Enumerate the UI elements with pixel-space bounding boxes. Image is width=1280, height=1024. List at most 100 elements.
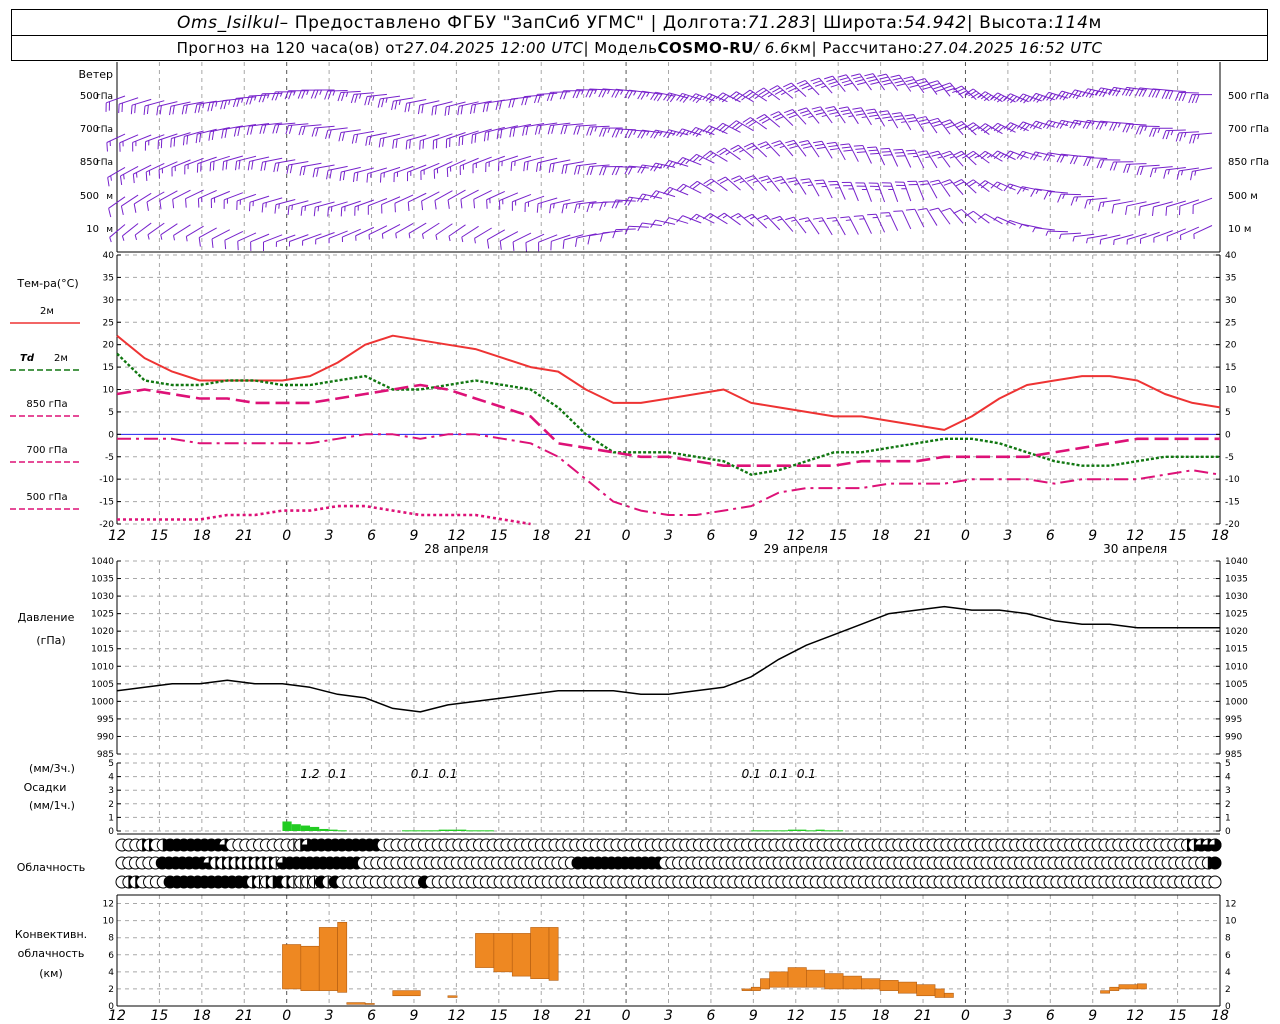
wind-barb (1162, 129, 1186, 140)
precip-ytick-right: 5 (1225, 759, 1231, 769)
wind-barb (853, 215, 872, 234)
precip-3h-label: 0.1 (438, 767, 457, 781)
temp-ytick-left: -15 (99, 498, 114, 508)
wind-barb (431, 101, 453, 116)
wind-barb (1113, 234, 1134, 245)
pressure-line (116, 605, 1220, 713)
wind-barb (689, 153, 715, 164)
temp-ytick-right: 10 (1225, 386, 1237, 396)
conv-title-1: Конвективн. (15, 928, 87, 941)
model-name: COSMO-RU (657, 39, 754, 57)
temp-series-line (116, 352, 1220, 476)
precip-ytick-left: 0 (108, 827, 114, 837)
wind-barb (288, 234, 309, 247)
wind-barb (894, 181, 912, 202)
wind-barb (599, 230, 623, 242)
wind-barb (864, 73, 885, 91)
conv-bar (364, 1003, 375, 1005)
wind-barb (716, 212, 741, 226)
wind-barb (941, 82, 964, 99)
wind-barb (445, 132, 466, 149)
wind-barb (146, 191, 165, 211)
wind-barb (771, 140, 794, 157)
precip-bar (778, 830, 788, 832)
bottom-hour-label: 3 (664, 1008, 673, 1024)
wind-barb (459, 157, 479, 175)
wind-barb (392, 134, 414, 149)
wind-barb (1138, 201, 1160, 216)
date-label: 28 апреля (424, 542, 488, 556)
wind-barb (757, 141, 781, 157)
precip-3h-label: 0.1 (411, 767, 430, 781)
wind-barb (1082, 88, 1108, 99)
conv-ytick-left: 4 (108, 968, 114, 978)
wind-barb (419, 134, 440, 150)
wind-barb (650, 91, 676, 102)
wind-barb (365, 132, 388, 146)
wind-barb (1096, 159, 1121, 169)
wind-barb (181, 101, 204, 115)
date-label: 29 апреля (764, 542, 828, 556)
wind-barb (868, 182, 886, 203)
wind-barb (350, 92, 374, 104)
wind-barb (786, 177, 807, 195)
bottom-hour-label: 6 (706, 1008, 715, 1024)
wind-barb (953, 179, 977, 194)
wind-level-unit: гПа (96, 92, 113, 102)
conv-ytick-left: 6 (108, 951, 114, 961)
precip-bar (484, 830, 494, 832)
wind-barb (916, 116, 938, 134)
forecast-start-time: 27.04.2025 12:00 UTC (404, 39, 584, 57)
wind-barb (1122, 123, 1147, 133)
wind-barb (841, 181, 859, 202)
wind-barb (209, 155, 230, 172)
pressure-ytick-left: 1010 (91, 662, 114, 672)
pressure-ytick-left: 1015 (91, 645, 114, 655)
wind-barb (772, 176, 794, 194)
temp-hour-label: 15 (829, 528, 847, 544)
longitude-value: 71.283 (747, 12, 811, 33)
precip-3h-label: 0.1 (797, 767, 816, 781)
wind-barb (337, 90, 361, 102)
conv-bar (897, 981, 917, 994)
wind-barb (717, 176, 741, 191)
temp-hour-label: 18 (193, 528, 211, 544)
wind-barb (1097, 199, 1121, 212)
wind-barb (929, 179, 951, 197)
precip-unit-top: (мм/3ч.) (29, 762, 75, 775)
wind-barb (742, 117, 768, 130)
precip-bar (824, 830, 834, 832)
temp-ytick-left: 20 (103, 341, 115, 351)
wind-barb (222, 155, 244, 171)
pressure-ytick-left: 1025 (91, 610, 114, 620)
conv-bar (741, 988, 752, 991)
wind-barb (172, 189, 191, 209)
wind-barb (1149, 166, 1173, 178)
wind-barb (273, 159, 296, 173)
wind-barb (132, 164, 152, 184)
wind-barb (1125, 201, 1147, 215)
conv-bar (475, 933, 495, 968)
wind-barb (1176, 167, 1199, 180)
wind-barb (1109, 161, 1134, 171)
wind-barb (470, 100, 492, 114)
wind-barb (1016, 150, 1042, 160)
wind-barb (196, 156, 217, 173)
wind-barb (232, 96, 257, 108)
wind-barb (473, 190, 492, 209)
pressure-ytick-right: 1005 (1225, 680, 1248, 690)
wind-barb (649, 190, 676, 200)
altitude-unit: м (1088, 12, 1102, 33)
wind-barb (224, 230, 244, 250)
wind-barb (1059, 232, 1082, 240)
cloud-symbol (1208, 838, 1222, 852)
conv-bar (346, 1002, 366, 1005)
wind-barb (381, 223, 401, 239)
wind-barb (1108, 86, 1134, 97)
wind-barb (130, 98, 152, 115)
precip-bar (420, 830, 430, 832)
wind-barb (880, 147, 899, 167)
wind-barb (173, 224, 191, 241)
conv-bar (879, 980, 899, 991)
